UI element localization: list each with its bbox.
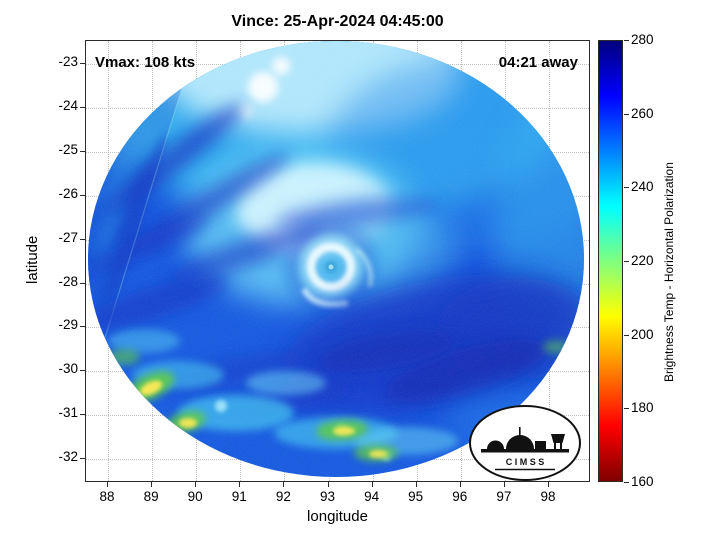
x-tick-mark (107, 482, 108, 487)
x-tick-label: 93 (319, 489, 336, 504)
x-tick-label: 90 (187, 489, 203, 504)
y-tick-mark (80, 414, 85, 416)
y-tick-mark (80, 106, 85, 108)
colorbar-tick-label: 280 (631, 32, 654, 47)
y-tick-mark (80, 63, 85, 64)
x-tick-mark (415, 482, 417, 487)
vmax-annotation: Vmax: 108 kts (95, 54, 196, 71)
brightness-temp-field (88, 41, 584, 477)
y-tick-label: -32 (58, 449, 78, 465)
colorbar-tick-label: 160 (631, 474, 654, 489)
colorbar-tick-mark (624, 113, 629, 115)
colorbar-tick-label: 260 (631, 105, 654, 121)
x-tick-mark (503, 482, 505, 487)
x-tick-label: 88 (99, 489, 115, 504)
cimss-logo-text: C I M S S (506, 457, 545, 467)
x-tick-mark (548, 482, 549, 487)
x-tick-mark (371, 482, 373, 487)
y-tick-mark (80, 326, 85, 328)
colorbar-tick-label: 220 (631, 253, 654, 268)
y-tick-mark (80, 150, 85, 152)
y-tick-label: -23 (58, 54, 78, 69)
x-tick-mark (239, 482, 241, 487)
x-tick-mark (151, 482, 153, 487)
y-tick-label: -26 (58, 185, 78, 201)
x-tick-label: 89 (143, 489, 159, 504)
chart-title: Vince: 25-Apr-2024 04:45:00 (231, 13, 444, 30)
y-tick-label: -25 (58, 141, 78, 157)
x-tick-label: 94 (364, 489, 380, 504)
y-axis-label: latitude (24, 235, 41, 284)
x-tick-label: 92 (275, 489, 291, 504)
x-tick-mark (283, 482, 285, 487)
colorbar-tick-mark (624, 408, 629, 410)
cimss-logo: C I M S S (469, 405, 581, 481)
y-tick-label: -29 (58, 317, 78, 333)
colorbar-tick-label: 240 (631, 179, 654, 195)
eta-annotation: 04:21 away (498, 54, 578, 71)
colorbar-tick-label: 200 (631, 326, 654, 342)
y-tick-label: -24 (58, 97, 78, 113)
y-tick-mark (80, 238, 85, 240)
colorbar-tick-mark (624, 261, 629, 262)
colorbar-tick-mark (624, 40, 629, 41)
x-tick-mark (327, 482, 329, 487)
colorbar (598, 40, 623, 482)
y-tick-label: -30 (58, 361, 78, 377)
plot-area (85, 40, 590, 482)
x-tick-mark (195, 482, 197, 487)
x-tick-label: 95 (408, 489, 424, 504)
x-tick-label: 91 (231, 489, 247, 504)
y-tick-mark (80, 194, 85, 196)
y-tick-mark (80, 370, 85, 372)
y-tick-label: -31 (58, 405, 78, 421)
x-tick-label: 97 (496, 489, 512, 504)
x-tick-label: 98 (540, 489, 556, 504)
y-tick-mark (80, 458, 85, 460)
colorbar-tick-mark (624, 334, 629, 336)
x-tick-label: 96 (452, 489, 468, 504)
colorbar-tick-mark (624, 482, 629, 483)
colorbar-tick-label: 180 (631, 400, 654, 416)
y-tick-label: -28 (58, 273, 78, 289)
colorbar-tick-mark (624, 187, 629, 189)
cimss-logo-silhouette (481, 427, 569, 453)
colorbar-label: Brightness Temp - Horizontal Polarizatio… (662, 162, 676, 382)
x-axis-label: longitude (307, 508, 368, 525)
y-tick-mark (80, 282, 85, 284)
x-tick-mark (459, 482, 461, 487)
satellite-swath-image (88, 41, 584, 477)
y-tick-label: -27 (58, 229, 78, 245)
